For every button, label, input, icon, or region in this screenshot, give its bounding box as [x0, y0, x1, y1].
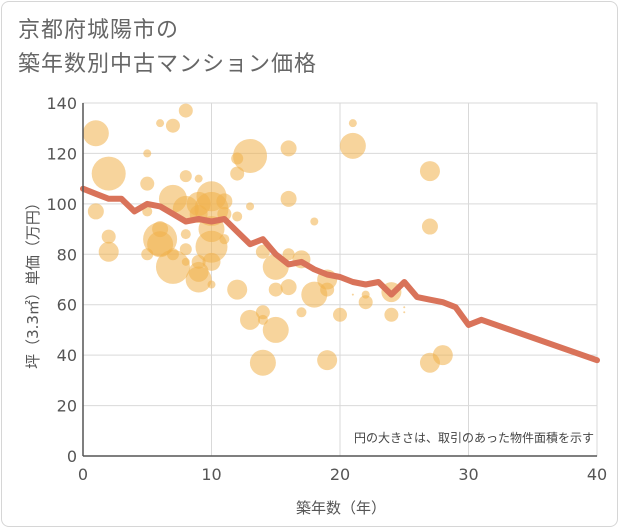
bubble-point [296, 307, 307, 318]
x-tick-label: 10 [201, 465, 221, 484]
bubble-point [140, 176, 155, 191]
bubble-point [255, 244, 270, 259]
y-tick-label: 140 [46, 94, 77, 113]
bubble-point [339, 132, 366, 159]
bubble-point [178, 103, 193, 118]
bubble-point [282, 248, 295, 261]
bubble-point [384, 307, 399, 322]
bubble-point [202, 252, 221, 271]
bubble-point [333, 307, 347, 322]
chart-title: 京都府城陽市の 築年数別中古マンション価格 [18, 14, 317, 82]
x-tick-label: 20 [330, 465, 350, 484]
bubble-point [87, 203, 104, 220]
bubble-point [165, 118, 180, 133]
x-axis-label: 築年数（年） [296, 499, 386, 517]
bubble-point [403, 306, 406, 309]
bubble-point [207, 280, 216, 289]
bubble-point [351, 293, 354, 296]
size-note: 円の大きさは、取引のあった物件面積を示す [354, 430, 594, 445]
trend-line [80, 185, 600, 364]
bubble-point [98, 241, 119, 262]
axes [82, 103, 597, 457]
bubble-point [82, 120, 109, 147]
bubble-point [227, 279, 248, 300]
bubble-point [101, 229, 116, 244]
y-tick-label: 120 [46, 144, 77, 163]
bubble-point [348, 119, 357, 128]
y-tick-label: 60 [57, 296, 77, 315]
bubble-point [179, 170, 192, 183]
tick-labels: 0 10 20 30 40 0 20 40 60 80 100 120 140 [46, 94, 607, 484]
bubble-point [91, 156, 126, 191]
bubble-point [280, 140, 297, 157]
y-tick-label: 20 [57, 397, 77, 416]
title-line-1: 京都府城陽市の [18, 18, 180, 43]
bubble-point [194, 174, 203, 183]
bubble-point [232, 211, 243, 222]
bubble-point [156, 119, 165, 128]
bubble-point [181, 257, 190, 266]
bubble-point [233, 138, 268, 173]
bubble-point [240, 309, 261, 330]
bubble-point [143, 149, 152, 158]
bubble-point [280, 190, 297, 207]
y-tick-label: 80 [57, 245, 77, 264]
bubble-point [262, 316, 289, 343]
x-tick-label: 40 [587, 465, 607, 484]
y-axis-label: 坪（3.3㎡）単価（万円） [24, 195, 42, 369]
bubble-point [320, 282, 335, 297]
bubble-point [317, 350, 338, 371]
bubble-point [268, 282, 283, 297]
bubble-point [147, 231, 174, 258]
bubble-point [403, 311, 406, 314]
x-tick-label: 30 [458, 465, 478, 484]
bubble-point [185, 266, 212, 293]
bubble-point [179, 243, 192, 256]
y-tick-label: 0 [67, 447, 77, 466]
bubble-point [249, 349, 276, 376]
bubble-point [255, 305, 270, 320]
y-tick-label: 40 [57, 346, 77, 365]
bubble-point [310, 217, 319, 226]
bubble-series [82, 103, 453, 376]
bubble-point [219, 234, 230, 245]
bubble-point [180, 229, 191, 240]
bubble-point [155, 249, 190, 284]
bubble-point [216, 193, 233, 210]
y-tick-label: 100 [46, 195, 77, 214]
bubble-point [358, 295, 373, 310]
title-line-2: 築年数別中古マンション価格 [18, 52, 318, 77]
x-tick-label: 0 [78, 465, 88, 484]
bubble-point [246, 202, 255, 211]
bubble-point [142, 206, 153, 217]
bubble-point [419, 161, 440, 182]
bubble-point [421, 218, 438, 235]
bubble-point [432, 345, 453, 366]
bubble-point [280, 279, 297, 296]
